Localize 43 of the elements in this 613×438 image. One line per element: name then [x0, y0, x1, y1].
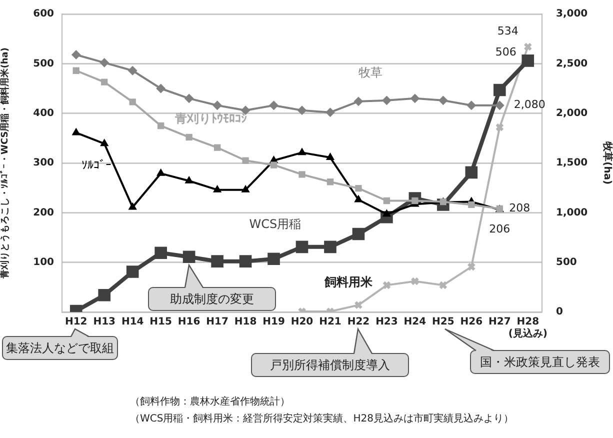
x-tick-label: H25 [432, 316, 454, 328]
data-label: 206 [489, 222, 510, 236]
y2-tick-label: 1,000 [556, 207, 588, 218]
y2-axis-title: 牧草(ha) [601, 140, 613, 185]
x-tick-label: H13 [93, 316, 116, 328]
y-tick-label: 100 [33, 256, 54, 268]
data-label: 534 [497, 24, 518, 38]
text: （WCS用稲・飼料用米：経営所得安定対策実績、H28見込みは市町実績見込みより） [130, 412, 514, 425]
x-tick-label: H15 [150, 316, 172, 328]
x-tick-label: H21 [319, 316, 342, 328]
y2-tick-label: 0 [556, 306, 563, 318]
y2-tick-label: 2,000 [556, 108, 588, 119]
series-label: 青刈りﾄｳﾓﾛｺｼ [174, 111, 248, 126]
series-label: ｿﾙｺﾞｰ [81, 158, 112, 172]
x-tick-label: H20 [290, 316, 314, 328]
y2-tick-label: 2,500 [556, 58, 588, 70]
text: （飼料作物：農林水産省作物統計） [130, 396, 290, 408]
x-tick-label: H17 [206, 316, 228, 328]
series-label: 飼料用米 [323, 275, 374, 290]
x-tick-label: H27 [488, 316, 511, 328]
x-tick-label: H14 [121, 316, 144, 328]
x-tick-label: H16 [178, 316, 200, 328]
x-tick-label: H19 [262, 316, 285, 328]
y-tick-label: 600 [33, 8, 54, 20]
y2-tick-label: 1,500 [556, 158, 588, 169]
series-label: 牧草 [358, 66, 382, 80]
x-tick-label: H23 [376, 316, 398, 328]
data-label: 208 [509, 202, 530, 215]
data-label: 506 [495, 46, 516, 59]
x-tick-label: H22 [347, 316, 370, 328]
x-tick-label: H26 [460, 316, 483, 328]
y-tick-label: 400 [33, 108, 54, 119]
x-tick-label: H12 [64, 316, 88, 328]
x-tick-label: H18 [234, 316, 257, 328]
y-axis-title: 青刈りとうもろこし・ｿﾙｺﾞｰ・WCS用稲・飼料用米(ha) [0, 48, 11, 280]
y-tick-label: 200 [33, 207, 54, 218]
series-label: WCS用稲 [249, 217, 302, 232]
data-label: 2,080 [514, 98, 546, 112]
y2-tick-label: 3,000 [556, 8, 588, 20]
y2-tick-label: 500 [556, 256, 577, 268]
y-tick-label: 500 [33, 58, 54, 70]
y-tick-label: 300 [33, 158, 54, 169]
x-tick-label: H24 [404, 316, 426, 328]
